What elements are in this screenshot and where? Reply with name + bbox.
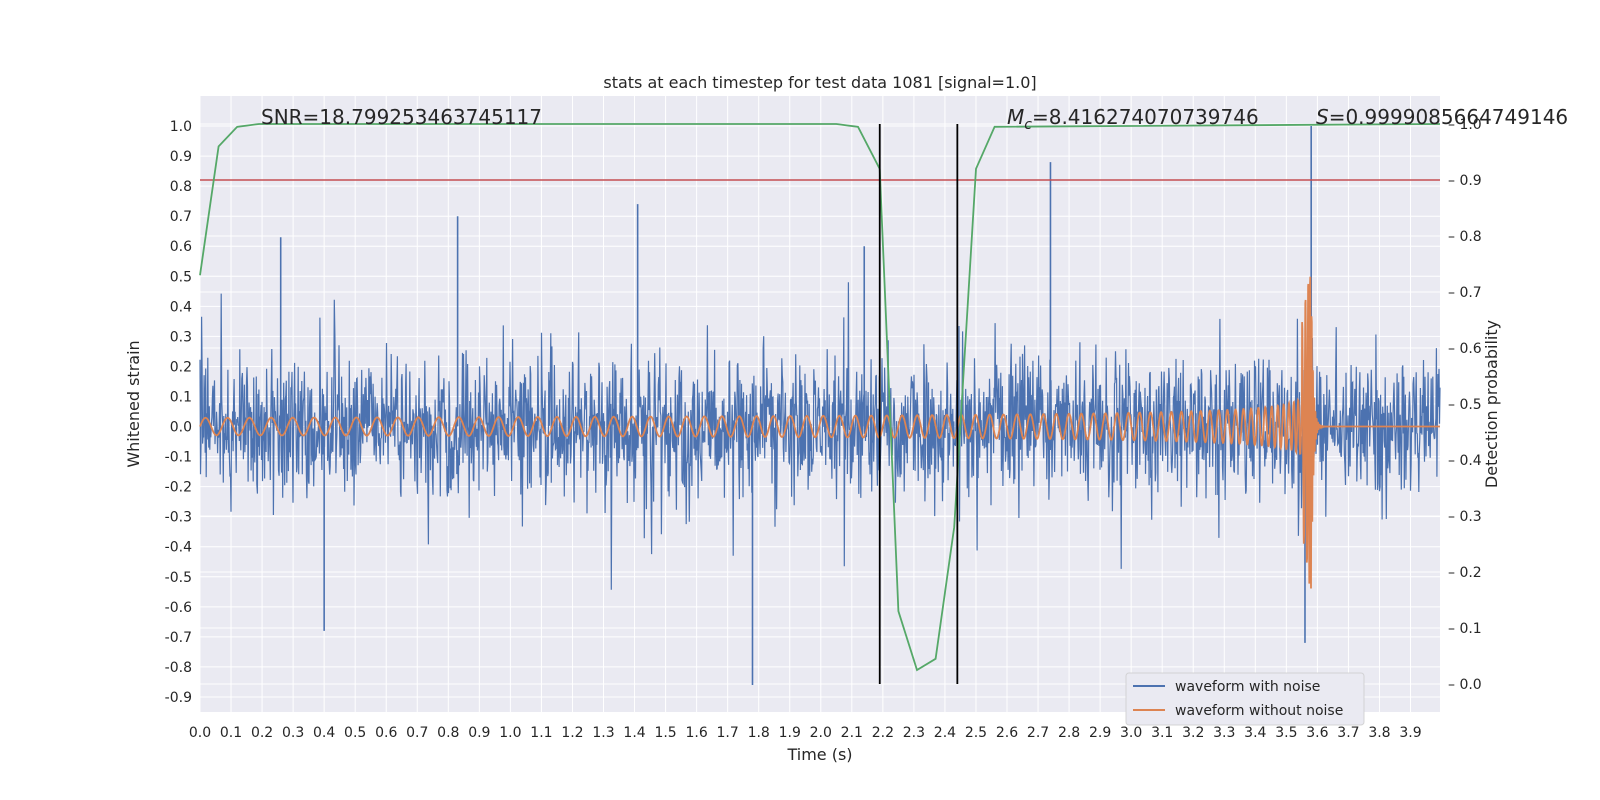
y-tick-label: 0.8: [170, 179, 192, 195]
x-tick-label: 0.5: [344, 725, 366, 741]
clean-waveform-line: [199, 276, 1440, 589]
x-tick-label: 2.1: [841, 725, 863, 741]
x-tick-labels: 0.0 0.1 0.2 0.3 0.4 0.5 0.6 0.7 0.8 0.9 1.0 1.1 1.2 1…: [189, 725, 1422, 741]
x-tick-label: 2.3: [903, 725, 925, 741]
chirp-mass-value: =8.416274070739746: [1032, 105, 1259, 129]
y2-tick-label: – 0.2: [1448, 565, 1482, 581]
y-tick-label: 0.5: [170, 269, 192, 285]
x-tick-label: 3.4: [1244, 725, 1266, 741]
x-tick-label: 2.5: [965, 725, 987, 741]
y-tick-label: -0.5: [165, 570, 192, 586]
x-tick-label: 2.0: [810, 725, 832, 741]
y-tick-label: -0.6: [165, 600, 192, 616]
y-tick-label: -0.4: [165, 540, 192, 556]
x-tick-label: 1.7: [717, 725, 739, 741]
x-tick-label: 1.5: [654, 725, 676, 741]
chart-title: stats at each timestep for test data 108…: [603, 73, 1036, 92]
y-tick-label: 0.3: [170, 329, 192, 345]
y-tick-label: 0.6: [170, 239, 192, 255]
x-axis-label: Time (s): [786, 745, 852, 764]
detection-probability-line: [199, 123, 1441, 672]
y2-tick-label: – 0.8: [1448, 229, 1482, 245]
y2-tick-label: – 1.0: [1448, 117, 1482, 133]
x-tick-label: 2.2: [872, 725, 894, 741]
x-tick-label: 0.8: [437, 725, 459, 741]
x-tick-label: 3.3: [1213, 725, 1235, 741]
x-tick-label: 1.4: [623, 725, 645, 741]
x-tick-label: 2.8: [1058, 725, 1080, 741]
y2-tick-labels: – 1.0 – 0.9 – 0.8 – 0.7 – 0.6 – 0.5 – 0.4 – 0.3…: [1448, 117, 1482, 693]
x-tick-label: 2.6: [996, 725, 1018, 741]
chirp-mass-symbol: M: [1007, 105, 1024, 129]
x-tick-label: 1.9: [779, 725, 801, 741]
x-tick-label: 3.2: [1182, 725, 1204, 741]
x-tick-label: 3.9: [1399, 725, 1421, 741]
plot-area: [199, 123, 1441, 685]
y-tick-labels: 1.0 0.9 0.8 0.7 0.6 0.5 0.4 0.3 0.2 0.1 0.0 -0.1 -0.…: [165, 119, 192, 706]
x-tick-label: 3.5: [1275, 725, 1297, 741]
x-tick-label: 1.8: [748, 725, 770, 741]
y2-tick-label: – 0.6: [1448, 341, 1482, 357]
y-tick-label: 0.0: [170, 420, 192, 436]
y-tick-label: 0.4: [170, 299, 192, 315]
y2-tick-label: – 0.0: [1448, 677, 1482, 693]
x-tick-label: 0.6: [375, 725, 397, 741]
x-tick-label: 2.4: [934, 725, 956, 741]
legend: waveform with noise waveform without noi…: [1125, 672, 1365, 726]
snr-annotation: SNR=18.799253463745117: [261, 105, 542, 129]
x-tick-label: 3.7: [1337, 725, 1359, 741]
x-tick-label: 1.3: [592, 725, 614, 741]
y-tick-label: -0.8: [165, 660, 192, 676]
y-tick-label: 0.1: [170, 389, 192, 405]
y2-tick-label: – 0.1: [1448, 621, 1482, 637]
y-tick-label: 0.9: [170, 149, 192, 165]
score-value: =0.9999085664749146: [1329, 105, 1568, 129]
x-tick-label: 2.9: [1089, 725, 1111, 741]
legend-label-clean: waveform without noise: [1175, 703, 1343, 719]
x-tick-label: 0.7: [406, 725, 428, 741]
x-tick-label: 3.0: [1120, 725, 1142, 741]
x-tick-label: 3.1: [1151, 725, 1173, 741]
y-tick-label: 1.0: [170, 119, 192, 135]
y-tick-label: -0.3: [165, 510, 192, 526]
x-tick-label: 0.1: [220, 725, 242, 741]
x-tick-label: 1.1: [530, 725, 552, 741]
chirp-mass-subscript: c: [1024, 117, 1032, 133]
x-tick-label: 0.3: [282, 725, 304, 741]
x-tick-label: 0.0: [189, 725, 211, 741]
x-tick-label: 0.9: [468, 725, 490, 741]
y-tick-label: 0.2: [170, 359, 192, 375]
y2-tick-label: – 0.5: [1448, 397, 1482, 413]
legend-box: [1125, 672, 1365, 726]
score-annotation: S=0.9999085664749146: [1316, 105, 1568, 129]
x-tick-label: 3.8: [1368, 725, 1390, 741]
y2-tick-label: – 0.7: [1448, 285, 1482, 301]
y-tick-label: -0.7: [165, 630, 192, 646]
score-symbol: S: [1316, 105, 1329, 129]
x-tick-label: 2.7: [1027, 725, 1049, 741]
x-tick-label: 3.6: [1306, 725, 1328, 741]
y-axis-label: Whitened strain: [124, 340, 143, 467]
y-tick-label: 0.7: [170, 209, 192, 225]
chirp-mass-annotation: Mc=8.416274070739746: [1007, 105, 1259, 133]
y2-tick-label: – 0.3: [1448, 509, 1482, 525]
x-tick-label: 1.0: [499, 725, 521, 741]
y-tick-label: -0.2: [165, 480, 192, 496]
y-tick-label: -0.9: [165, 690, 192, 706]
y2-tick-label: – 0.4: [1448, 453, 1482, 469]
y2-tick-label: – 0.9: [1448, 173, 1482, 189]
x-tick-label: 1.2: [561, 725, 583, 741]
x-tick-label: 0.4: [313, 725, 335, 741]
legend-label-noise: waveform with noise: [1175, 679, 1320, 695]
x-tick-label: 0.2: [251, 725, 273, 741]
y-tick-label: -0.1: [165, 450, 192, 466]
y2-axis-label: Detection probability: [1482, 320, 1501, 488]
x-tick-label: 1.6: [685, 725, 707, 741]
